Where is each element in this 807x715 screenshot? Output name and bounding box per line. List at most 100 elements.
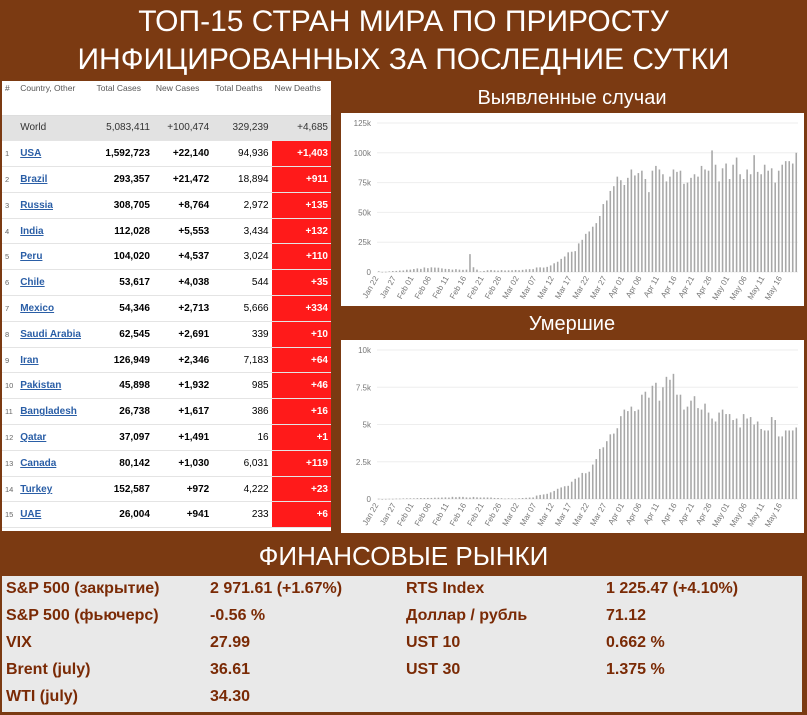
table-row: 6 Chile 53,617 +4,038 544 +35 [2, 269, 331, 297]
chart-title-deaths: Умершие [528, 313, 616, 335]
bar [493, 270, 496, 272]
country-link[interactable]: Russia [20, 199, 53, 211]
bar [399, 270, 401, 272]
bar [476, 269, 478, 272]
bar [623, 184, 626, 272]
bar [634, 175, 636, 272]
new-cases: +4,038 [152, 269, 213, 297]
col-header-country[interactable]: Country, Other [17, 81, 94, 116]
bar [725, 414, 727, 499]
bar [406, 498, 408, 499]
country-link[interactable]: Pakistan [20, 380, 62, 392]
fin-value-rts: 1 225.47 (+4.10%) [606, 580, 739, 597]
fin-value-usdrub: 71.12 [606, 607, 647, 624]
bar [483, 497, 485, 499]
bar [391, 271, 394, 272]
bar [437, 267, 440, 272]
bar [507, 270, 510, 272]
country-link[interactable]: Saudi Arabia [20, 328, 81, 340]
country-link[interactable]: India [20, 225, 44, 237]
total-deaths: 18,894 [212, 166, 272, 193]
bar [542, 267, 545, 272]
bar [451, 496, 454, 499]
bar [700, 165, 703, 272]
new-cases: +5,553 [152, 218, 213, 245]
bar [416, 268, 419, 272]
rank-cell: 1 [2, 140, 18, 168]
country-link[interactable]: Mexico [20, 302, 55, 314]
country-link[interactable]: Bangladesh [20, 406, 77, 418]
bar [721, 168, 724, 272]
total-cases: 80,142 [93, 450, 153, 477]
bar [627, 411, 629, 499]
col-header-new-cases[interactable]: New Cases [152, 81, 213, 116]
y-tick-label: 0 [367, 268, 372, 277]
total-cases: 308,705 [93, 192, 153, 219]
col-header-total-cases[interactable]: Total Cases [93, 81, 153, 116]
title-line-1: ТОП-15 СТРАН МИРА ПО ПРИРОСТУ [138, 5, 669, 38]
fin-value-vix: 27.99 [210, 634, 251, 651]
country-link[interactable]: Qatar [20, 431, 47, 443]
bar [409, 269, 412, 272]
table-row: 10 Pakistan 45,898 +1,932 985 +46 [2, 372, 331, 400]
bar [658, 169, 661, 272]
fin-value-brent: 36.61 [210, 661, 251, 678]
bar [381, 271, 384, 273]
bar [763, 430, 766, 499]
country-link[interactable]: USA [20, 148, 42, 160]
rank-cell: 6 [2, 269, 18, 297]
bar [420, 268, 422, 272]
total-deaths: 3,024 [212, 243, 272, 271]
bar [718, 412, 720, 499]
bar [651, 170, 654, 272]
table-row: 1 USA 1,592,723 +22,140 94,936 +1,403 [2, 140, 331, 168]
col-header-total-deaths[interactable]: Total Deaths [212, 81, 272, 116]
fin-value-wti: 34.30 [210, 688, 251, 705]
bar [774, 182, 776, 272]
total-deaths: 386 [212, 398, 272, 426]
country-cell: UAE [17, 501, 94, 529]
bar [504, 270, 506, 272]
total-cases: 45,898 [93, 372, 153, 400]
bar [483, 270, 485, 272]
bar [711, 150, 713, 272]
bar [570, 251, 573, 272]
bar [395, 498, 398, 500]
chart-title-cases: Выявленные случаи [477, 87, 667, 109]
bar [455, 497, 457, 499]
bar [553, 490, 555, 499]
new-deaths: +46 [271, 372, 331, 400]
bar [760, 174, 762, 272]
bar [437, 497, 440, 499]
table-row: 15 UAE 26,004 +941 233 +6 [2, 501, 331, 529]
bar [749, 174, 752, 272]
country-link[interactable]: Chile [20, 277, 45, 289]
bar [693, 174, 696, 272]
bar [528, 269, 531, 272]
rank-cell: 3 [2, 192, 18, 219]
bar [598, 215, 601, 272]
bar [402, 270, 405, 272]
y-tick-label: 50k [358, 208, 372, 217]
country-link[interactable]: Turkey [20, 483, 53, 495]
bar [683, 183, 685, 272]
fin-label-sp500-close: S&P 500 (закрытие) [6, 580, 160, 597]
bar [493, 497, 496, 499]
bar [507, 498, 510, 499]
country-link[interactable]: Canada [20, 457, 57, 469]
country-link[interactable]: Iran [20, 354, 39, 366]
new-cases: +941 [152, 501, 213, 529]
country-link[interactable]: UAE [20, 509, 42, 521]
y-tick-label: 125k [354, 119, 372, 128]
col-header-rank[interactable]: # [2, 81, 18, 116]
country-link[interactable]: Peru [20, 251, 43, 263]
country-link[interactable]: Brazil [20, 173, 48, 185]
bar [455, 269, 457, 272]
bar [430, 267, 433, 272]
bar [728, 414, 731, 499]
col-header-new-deaths[interactable]: New Deaths [271, 81, 331, 116]
new-cases: +8,764 [152, 192, 213, 219]
rank-cell: 11 [2, 398, 18, 426]
bar [497, 497, 499, 499]
bar [609, 190, 612, 272]
